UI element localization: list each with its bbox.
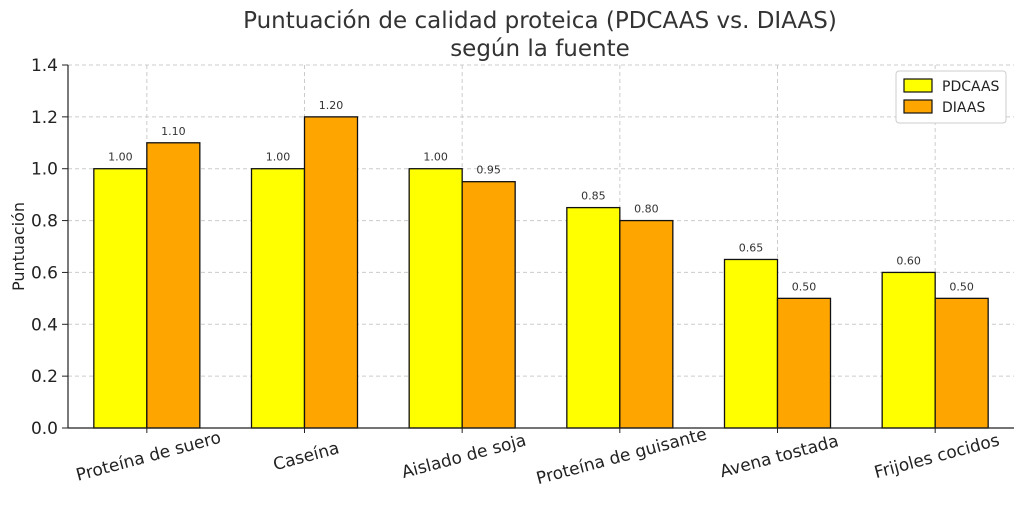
y-tick-label: 0.4 [31, 315, 58, 335]
data-label: 1.20 [319, 99, 344, 112]
chart-title: Puntuación de calidad proteica (PDCAAS v… [243, 8, 837, 62]
legend-swatch-pdcaas [903, 78, 933, 93]
y-tick-label: 1.2 [31, 108, 58, 128]
x-tick-label: Proteína de guisante [534, 424, 709, 489]
data-label: 1.00 [266, 151, 291, 164]
legend-swatch-diaas [903, 99, 933, 114]
legend: PDCAAS DIAAS [895, 70, 1007, 124]
legend-label-pdcaas: PDCAAS [942, 79, 1000, 95]
data-label: 0.60 [896, 254, 921, 267]
data-label: 0.80 [634, 203, 659, 216]
data-label: 0.65 [739, 241, 764, 254]
bars [93, 116, 989, 429]
bar-diaas [146, 142, 201, 429]
x-tick-label: Caseína [271, 438, 341, 475]
y-tick-label: 1.0 [31, 160, 58, 180]
data-label: 0.50 [949, 280, 974, 293]
data-label: 1.10 [161, 125, 186, 138]
data-label: 1.00 [108, 151, 133, 164]
bar-pdcaas [408, 168, 463, 429]
bar-pdcaas [93, 168, 148, 429]
x-tick-label: Proteína de suero [74, 428, 223, 486]
data-labels: 1.00 1.10 1.00 1.20 1.00 0.95 0.85 0.80 0.65 0.50… [108, 99, 974, 294]
y-axis-label: Puntuación [9, 202, 28, 291]
data-label: 0.50 [792, 280, 817, 293]
y-tick-label: 1.4 [31, 56, 58, 76]
x-tick-label: Avena tostada [718, 431, 841, 482]
chart-title-line1: Puntuación de calidad proteica (PDCAAS v… [243, 8, 837, 34]
bar-diaas [934, 297, 989, 429]
bar-pdcaas [250, 168, 306, 429]
bar-diaas [303, 116, 359, 429]
bar-diaas [619, 219, 674, 429]
data-label: 1.00 [423, 151, 448, 164]
grid [68, 64, 1014, 429]
bar-pdcaas [566, 206, 621, 429]
bar-diaas [461, 181, 516, 429]
data-label: 0.95 [476, 164, 501, 177]
x-tick-label: Aislado de soja [400, 431, 529, 483]
legend-label-diaas: DIAAS [942, 100, 985, 116]
y-tick-label: 0.0 [31, 419, 58, 439]
bar-pdcaas [881, 271, 936, 429]
bar-pdcaas [723, 258, 779, 429]
y-tick-label: 0.6 [31, 263, 58, 283]
y-tick-label: 0.2 [31, 367, 58, 387]
x-tick-label: Frijoles cocidos [872, 430, 1002, 483]
data-label: 0.85 [581, 190, 606, 203]
chart-title-line2: según la fuente [450, 36, 630, 62]
bar-diaas [776, 297, 832, 429]
y-tick-label: 0.8 [31, 212, 58, 232]
